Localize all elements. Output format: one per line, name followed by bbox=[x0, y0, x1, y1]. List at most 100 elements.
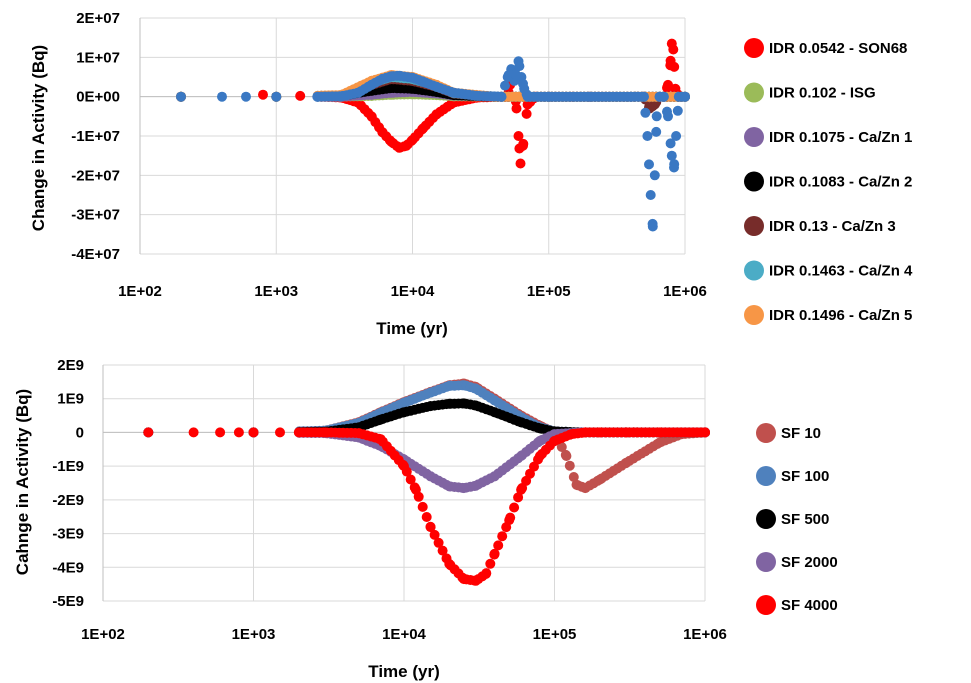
top-data-point bbox=[241, 91, 251, 102]
bottom-data-point bbox=[556, 442, 567, 452]
top-data-point bbox=[518, 78, 528, 89]
top-y-axis-title: Change in Activity (Bq) bbox=[29, 45, 48, 231]
bottom-y-tick-label: 0 bbox=[76, 424, 84, 441]
top-data-point bbox=[649, 170, 660, 181]
top-data-point bbox=[636, 91, 647, 102]
bottom-legend-label: SF 2000 bbox=[781, 554, 838, 571]
bottom-x-tick-label: 1E+06 bbox=[683, 626, 727, 643]
bottom-y-tick-labels: 2E9 1E9 0 -1E9 -2E9 -3E9 -4E9 -5E9 bbox=[52, 357, 84, 610]
bottom-data-point bbox=[700, 427, 710, 438]
top-y-tick-label: -2E+07 bbox=[71, 167, 120, 184]
top-data-point bbox=[271, 91, 282, 102]
bottom-y-tick-label: 1E9 bbox=[57, 391, 84, 408]
bottom-y-tick-label: -4E9 bbox=[52, 559, 84, 576]
bottom-data-point bbox=[505, 512, 516, 523]
bottom-data-point bbox=[248, 427, 259, 438]
top-legend: IDR 0.0542 - SON68 IDR 0.102 - ISG IDR 0.1… bbox=[744, 38, 913, 325]
bottom-data-point bbox=[405, 474, 416, 485]
bottom-x-tick-label: 1E+03 bbox=[232, 626, 276, 643]
bottom-data-point bbox=[417, 501, 428, 512]
bottom-data-point bbox=[433, 537, 444, 548]
bottom-data-point bbox=[489, 549, 500, 560]
top-y-tick-label: -1E+07 bbox=[71, 128, 120, 145]
bottom-x-tick-labels: 1E+02 1E+03 1E+04 1E+05 1E+06 bbox=[81, 626, 727, 643]
top-chart: 2E+071E+070E+00-1E+07-2E+07-3E+07-4E+07 … bbox=[29, 10, 913, 338]
top-data-point bbox=[513, 131, 524, 141]
bottom-legend-label: SF 500 bbox=[781, 511, 829, 528]
bottom-data-points bbox=[143, 378, 710, 586]
top-data-point bbox=[515, 158, 526, 169]
top-data-point bbox=[640, 107, 651, 118]
bottom-data-point bbox=[143, 427, 154, 438]
top-y-tick-label: 0E+00 bbox=[76, 89, 120, 106]
top-x-tick-labels: 1E+02 1E+03 1E+04 1E+05 1E+06 bbox=[118, 283, 707, 300]
top-data-point bbox=[645, 190, 656, 200]
bottom-data-point bbox=[493, 540, 504, 551]
bottom-legend-marker bbox=[756, 595, 776, 615]
top-legend-label: IDR 0.1496 - Ca/Zn 5 bbox=[769, 307, 912, 324]
bottom-data-point bbox=[188, 427, 199, 438]
bottom-series-4 bbox=[143, 427, 710, 586]
bottom-data-point bbox=[215, 427, 226, 438]
bottom-legend-marker bbox=[756, 423, 776, 443]
top-legend-label: IDR 0.102 - ISG bbox=[769, 85, 876, 102]
top-data-point bbox=[669, 61, 680, 72]
top-data-point bbox=[651, 111, 662, 122]
bottom-x-tick-label: 1E+05 bbox=[533, 626, 577, 643]
top-data-point bbox=[665, 138, 676, 149]
top-y-tick-labels: 2E+07 1E+07 0E+00 -1E+07 -2E+07 -3E+07 -4E+07 bbox=[71, 10, 120, 263]
top-legend-label: IDR 0.1075 - Ca/Zn 1 bbox=[769, 129, 912, 146]
top-series-7 bbox=[176, 56, 690, 232]
bottom-data-point bbox=[437, 545, 448, 556]
bottom-data-point bbox=[568, 472, 579, 482]
top-x-tick-label: 1E+04 bbox=[391, 283, 435, 300]
top-data-point bbox=[662, 106, 672, 117]
bottom-legend-marker bbox=[756, 509, 776, 529]
top-y-tick-label: 2E+07 bbox=[76, 10, 120, 27]
top-data-point bbox=[668, 44, 679, 55]
top-legend-marker bbox=[744, 260, 764, 281]
bottom-data-point bbox=[564, 460, 575, 471]
top-data-point bbox=[500, 80, 510, 91]
top-legend-label: IDR 0.13 - Ca/Zn 3 bbox=[769, 218, 896, 235]
bottom-data-point bbox=[485, 558, 496, 569]
top-legend-marker bbox=[744, 171, 764, 192]
bottom-data-point bbox=[275, 427, 285, 438]
top-x-axis-title: Time (yr) bbox=[376, 319, 448, 338]
top-data-point bbox=[658, 91, 669, 102]
bottom-legend-label: SF 4000 bbox=[781, 597, 838, 614]
bottom-legend-marker bbox=[756, 466, 776, 486]
bottom-legend-label: SF 10 bbox=[781, 425, 821, 442]
top-x-tick-label: 1E+05 bbox=[527, 283, 571, 300]
top-data-point bbox=[510, 69, 521, 80]
top-y-tick-label: 1E+07 bbox=[76, 49, 120, 66]
bottom-gridlines bbox=[102, 364, 706, 602]
top-data-point bbox=[511, 103, 522, 114]
bottom-data-point bbox=[425, 522, 436, 533]
top-data-point bbox=[671, 131, 682, 141]
bottom-y-axis-title: Cahnge in Activity (Bq) bbox=[13, 389, 32, 575]
bottom-x-tick-label: 1E+04 bbox=[382, 626, 426, 643]
bottom-data-point bbox=[413, 491, 424, 502]
top-data-point bbox=[644, 159, 654, 170]
top-data-point bbox=[651, 126, 662, 137]
top-x-tick-label: 1E+06 bbox=[663, 283, 707, 300]
bottom-data-point bbox=[421, 512, 432, 522]
bottom-legend-marker bbox=[756, 552, 776, 572]
bottom-data-point bbox=[233, 427, 244, 438]
bottom-y-tick-label: -5E9 bbox=[52, 593, 84, 610]
top-legend-marker bbox=[744, 38, 764, 58]
bottom-y-tick-label: -2E9 bbox=[52, 492, 84, 509]
top-data-point bbox=[666, 150, 677, 161]
bottom-data-point bbox=[409, 482, 420, 493]
top-data-point bbox=[295, 90, 306, 101]
top-data-points bbox=[176, 38, 690, 232]
top-legend-label: IDR 0.1463 - Ca/Zn 4 bbox=[769, 263, 913, 280]
top-legend-marker bbox=[744, 216, 764, 236]
top-legend-label: IDR 0.1083 - Ca/Zn 2 bbox=[769, 174, 912, 191]
top-legend-marker bbox=[744, 127, 764, 147]
top-data-point bbox=[672, 105, 683, 116]
top-data-point bbox=[647, 218, 658, 229]
